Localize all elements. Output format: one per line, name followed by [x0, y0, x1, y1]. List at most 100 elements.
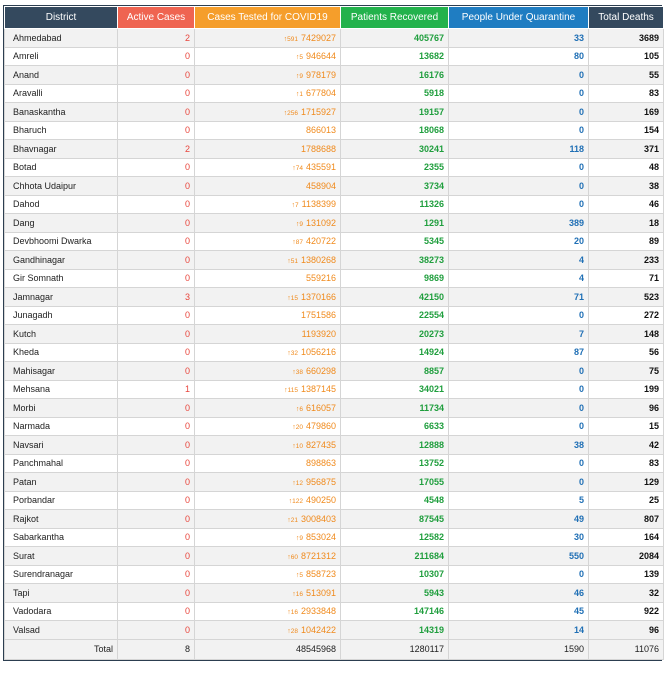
patients-recovered-value: 3734	[340, 176, 449, 196]
total-deaths-value: 55	[588, 65, 664, 85]
cases-tested-cell: ↑115 1387145	[194, 379, 341, 399]
up-arrow-icon: ↑	[295, 572, 300, 580]
tested-delta-value: 591	[287, 35, 298, 43]
tested-delta-value: 9	[299, 72, 303, 80]
cases-tested-value: 1788688	[300, 143, 336, 154]
header-cases-tested[interactable]: Cases Tested for COVID19	[194, 6, 341, 29]
table-row: Anand 0 ↑9 978179 16176 0 55	[4, 65, 664, 85]
cases-tested-cell: ↑20 479860	[194, 416, 341, 436]
district-name: Morbi	[4, 398, 118, 418]
cases-tested-value: 3008403	[300, 513, 336, 524]
tested-delta: ↑9	[296, 73, 303, 80]
active-cases-value: 0	[117, 601, 195, 621]
table-row: Gir Somnath 0 559216 9869 4 71	[4, 268, 664, 288]
cases-tested-value: 1387145	[300, 384, 336, 395]
tested-delta: ↑10	[292, 443, 303, 450]
people-quarantine-value: 5	[448, 490, 589, 510]
table-row: Narmada 0 ↑20 479860 6633 0 15	[4, 416, 664, 436]
total-deaths-value: 105	[588, 46, 664, 66]
up-arrow-icon: ↑	[292, 424, 296, 432]
total-deaths-value: 148	[588, 324, 664, 344]
tested-delta: ↑87	[292, 239, 303, 246]
people-quarantine-value: 0	[448, 83, 589, 103]
tested-delta-value: 122	[292, 498, 303, 506]
header-total-deaths[interactable]: Total Deaths	[588, 6, 664, 29]
people-quarantine-value: 30	[448, 527, 589, 547]
active-cases-value: 0	[117, 361, 195, 381]
active-cases-value: 1	[117, 379, 195, 399]
cases-tested-value: 1042422	[300, 624, 336, 635]
total-deaths-value: 32	[588, 583, 664, 603]
district-name: Bharuch	[4, 120, 118, 140]
table-row: Ahmedabad 2 ↑591 7429027 405767 33 3689	[4, 28, 664, 48]
cases-tested-value: 1380268	[300, 254, 336, 265]
cases-tested-value: 420722	[305, 236, 336, 247]
district-name: Amreli	[4, 46, 118, 66]
total-deaths-value: 18	[588, 213, 664, 233]
patients-recovered-value: 30241	[340, 139, 449, 159]
table-row: Chhota Udaipur 0 458904 3734 0 38	[4, 176, 664, 196]
tested-delta: ↑256	[284, 110, 298, 117]
table-row: Aravalli 0 ↑1 677804 5918 0 83	[4, 83, 664, 103]
district-name: Aravalli	[4, 83, 118, 103]
header-people-quarantine[interactable]: People Under Quarantine	[448, 6, 589, 29]
total-deaths-value: 46	[588, 194, 664, 214]
tested-delta: ↑74	[292, 165, 303, 172]
cases-tested-value: 131092	[305, 217, 336, 228]
table-row: Amreli 0 ↑5 946644 13682 80 105	[4, 46, 664, 66]
total-deaths-value: 83	[588, 453, 664, 473]
up-arrow-icon: ↑	[292, 442, 296, 450]
cases-tested-value: 853024	[305, 532, 336, 543]
cases-tested-cell: ↑591 7429027	[194, 28, 341, 48]
people-quarantine-value: 0	[448, 379, 589, 399]
up-arrow-icon: ↑	[283, 109, 288, 117]
table-row: Jamnagar 3 ↑15 1370166 42150 71 523	[4, 287, 664, 307]
table-row: Gandhinagar 0 ↑51 1380268 38273 4 233	[4, 250, 664, 270]
tested-delta-value: 32	[290, 350, 298, 358]
table-row: Surendranagar 0 ↑5 858723 10307 0 139	[4, 564, 664, 584]
patients-recovered-value: 20273	[340, 324, 449, 344]
active-cases-value: 3	[117, 287, 195, 307]
people-quarantine-value: 0	[448, 157, 589, 177]
total-deaths-value: 129	[588, 472, 664, 492]
header-active-cases[interactable]: Active Cases	[117, 6, 195, 29]
cases-tested-cell: ↑28 1042422	[194, 620, 341, 640]
active-cases-value: 2	[117, 139, 195, 159]
district-name: Gir Somnath	[4, 268, 118, 288]
active-cases-value: 0	[117, 157, 195, 177]
active-cases-value: 0	[117, 527, 195, 547]
up-arrow-icon: ↑	[287, 627, 291, 635]
people-quarantine-value: 0	[448, 120, 589, 140]
table-row: Porbandar 0 ↑122 490250 4548 5 25	[4, 490, 664, 510]
district-name: Porbandar	[4, 490, 118, 510]
cases-tested-cell: ↑12 956875	[194, 472, 341, 492]
district-name: Valsad	[4, 620, 118, 640]
active-cases-value: 0	[117, 176, 195, 196]
people-quarantine-value: 33	[448, 28, 589, 48]
people-quarantine-value: 4	[448, 268, 589, 288]
people-quarantine-value: 14	[448, 620, 589, 640]
total-deaths-value: 15	[588, 416, 664, 436]
district-name: Dahod	[4, 194, 118, 214]
totals-tested: 48545968	[194, 638, 341, 660]
district-name: Ahmedabad	[4, 28, 118, 48]
up-arrow-icon: ↑	[292, 239, 296, 247]
header-district[interactable]: District	[4, 6, 118, 29]
district-name: Mahisagar	[4, 361, 118, 381]
patients-recovered-value: 12582	[340, 527, 449, 547]
cases-tested-cell: ↑256 1715927	[194, 102, 341, 122]
total-deaths-value: 272	[588, 305, 664, 325]
active-cases-value: 0	[117, 509, 195, 529]
up-arrow-icon: ↑	[287, 294, 291, 302]
total-deaths-value: 42	[588, 435, 664, 455]
patients-recovered-value: 13752	[340, 453, 449, 473]
header-patients-recovered[interactable]: Patients Recovered	[340, 6, 449, 29]
table-row: Rajkot 0 ↑21 3008403 87545 49 807	[4, 509, 664, 529]
active-cases-value: 0	[117, 213, 195, 233]
active-cases-value: 0	[117, 194, 195, 214]
district-name: Anand	[4, 65, 118, 85]
cases-tested-value: 1138399	[301, 199, 336, 210]
active-cases-value: 0	[117, 120, 195, 140]
people-quarantine-value: 0	[448, 65, 589, 85]
patients-recovered-value: 6633	[340, 416, 449, 436]
